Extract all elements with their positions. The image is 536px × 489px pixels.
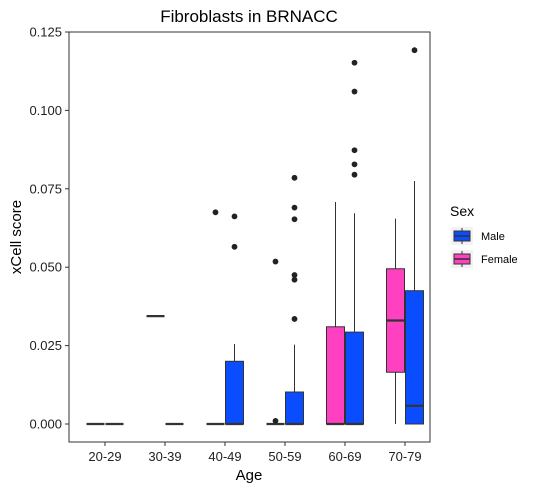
box-female-50-59 bbox=[266, 258, 285, 426]
outlier-point bbox=[291, 272, 298, 278]
x-tick-label: 70-79 bbox=[388, 449, 421, 464]
legend: Sex Male Female bbox=[450, 203, 518, 268]
outlier-point bbox=[351, 147, 358, 154]
box-body bbox=[405, 290, 424, 425]
outlier-point bbox=[272, 258, 279, 265]
legend-label: Female bbox=[481, 254, 518, 266]
outlier-point bbox=[291, 204, 298, 211]
outlier-point bbox=[351, 59, 358, 66]
box-body bbox=[326, 326, 345, 425]
y-tick-label: 0.025 bbox=[29, 338, 62, 353]
box-male-40-49 bbox=[225, 213, 244, 426]
y-tick-label: 0.050 bbox=[29, 260, 62, 275]
outlier-point bbox=[291, 174, 298, 181]
outlier-point bbox=[212, 209, 219, 216]
box-male-70-79 bbox=[405, 47, 424, 425]
y-axis-title: xCell score bbox=[8, 200, 25, 274]
outlier-point bbox=[291, 276, 298, 283]
legend-label: Male bbox=[481, 231, 505, 243]
legend-items: Male Female bbox=[451, 227, 518, 268]
legend-item-male: Male bbox=[451, 227, 505, 245]
outlier-point bbox=[272, 417, 279, 424]
boxes-layer bbox=[86, 47, 424, 426]
box-body bbox=[285, 391, 304, 425]
box-female-70-79 bbox=[386, 218, 405, 424]
y-tick-label: 0.100 bbox=[29, 103, 62, 118]
x-tick-label: 60-69 bbox=[328, 449, 361, 464]
outlier-point bbox=[231, 213, 238, 220]
x-tick-label: 30-39 bbox=[148, 449, 181, 464]
outlier-point bbox=[231, 243, 238, 250]
outlier-point bbox=[291, 216, 298, 223]
box-body bbox=[345, 331, 364, 425]
x-tick-label: 20-29 bbox=[88, 449, 121, 464]
legend-item-female: Female bbox=[451, 250, 518, 268]
box-female-60-69 bbox=[326, 201, 345, 426]
box-body bbox=[225, 360, 244, 425]
box-male-50-59 bbox=[285, 174, 304, 426]
outlier-point bbox=[351, 161, 358, 168]
box-female-40-49 bbox=[206, 209, 225, 426]
chart-title: Fibroblasts in BRNACC bbox=[160, 7, 338, 26]
plot-panel bbox=[68, 31, 431, 443]
outlier-point bbox=[291, 316, 298, 322]
x-tick-label: 40-49 bbox=[208, 449, 241, 464]
y-tick-label: 0.075 bbox=[29, 181, 62, 196]
outlier-point bbox=[351, 88, 358, 95]
box-male-60-69 bbox=[345, 59, 364, 426]
legend-title: Sex bbox=[450, 203, 474, 219]
y-tick-label: 0.125 bbox=[29, 25, 62, 40]
x-tick-label: 50-59 bbox=[268, 449, 301, 464]
outlier-point bbox=[351, 171, 358, 178]
x-axis-title: Age bbox=[236, 467, 263, 484]
outlier-point bbox=[411, 47, 418, 54]
x-axis: 20-29 30-39 40-49 50-59 60-69 70-79 bbox=[88, 442, 422, 464]
y-tick-label: 0.000 bbox=[29, 417, 62, 432]
y-axis: 0.000 0.025 0.050 0.075 0.100 0.125 bbox=[29, 25, 69, 432]
